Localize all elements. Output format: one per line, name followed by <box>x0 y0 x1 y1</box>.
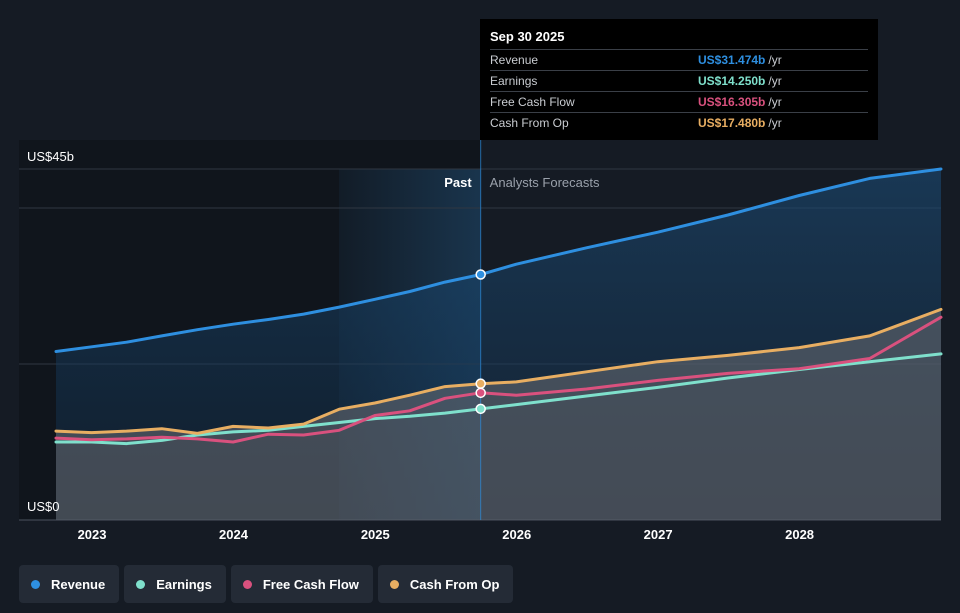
tooltip-row-earnings: Earnings US$14.250b /yr <box>490 70 868 91</box>
tooltip-value: US$31.474b <box>698 53 766 67</box>
cash-from-op-line <box>54 307 943 435</box>
legend-label: Free Cash Flow <box>262 576 359 592</box>
earnings-dot-icon <box>136 579 146 589</box>
free-cash-flow-marker <box>475 387 486 399</box>
revenue-marker <box>475 269 486 280</box>
tooltip-value: US$17.480b <box>698 116 766 130</box>
x-tick-label: 2025 <box>361 527 390 542</box>
legend-item-revenue[interactable]: Revenue <box>19 565 120 603</box>
earnings-area <box>56 309 941 520</box>
chart-legend: Revenue Earnings Free Cash Flow Cash Fro… <box>19 565 514 603</box>
tooltip-label: Revenue <box>490 53 539 67</box>
tooltip-row-revenue: Revenue US$31.474b /yr <box>490 49 868 70</box>
legend-item-cash-from-op[interactable]: Cash From Op <box>377 565 514 603</box>
x-tick-label: 2026 <box>502 527 531 542</box>
earnings-line <box>54 352 943 446</box>
x-tick-label: 2023 <box>78 527 107 542</box>
tooltip-row-cash-from-op: Cash From Op US$17.480b /yr <box>490 112 868 133</box>
x-tick-label: 2027 <box>644 527 673 542</box>
tooltip-row-free-cash-flow: Free Cash Flow US$16.305b /yr <box>490 91 868 112</box>
tooltip-unit: /yr <box>768 95 782 109</box>
cash-from-op-marker <box>475 378 486 389</box>
tooltip-label: Earnings <box>490 74 538 88</box>
tooltip-unit: /yr <box>768 116 782 130</box>
tooltip-value: US$16.305b <box>698 95 766 109</box>
revenue-earnings-chart: US$45b US$0 2023 2024 2025 2026 2027 2028 Past An… <box>19 140 943 542</box>
revenue-line <box>54 167 943 353</box>
tooltip-unit: /yr <box>768 74 782 88</box>
earnings-marker <box>475 403 486 415</box>
past-label: Past <box>444 175 472 190</box>
x-tick-label: 2028 <box>785 527 814 542</box>
tooltip-label: Cash From Op <box>490 116 569 130</box>
legend-item-free-cash-flow[interactable]: Free Cash Flow <box>230 565 373 603</box>
hover-tooltip: Sep 30 2025 Revenue US$31.474b /yr Earni… <box>480 19 878 140</box>
legend-label: Cash From Op <box>409 576 500 592</box>
x-tick-label: 2024 <box>219 527 249 542</box>
legend-label: Earnings <box>156 576 212 592</box>
analysts-forecasts-label: Analysts Forecasts <box>490 175 600 190</box>
y-tick-label: US$45b <box>27 149 74 164</box>
free-cash-flow-line <box>54 315 943 444</box>
y-tick-label: US$0 <box>27 499 60 514</box>
revenue-dot-icon <box>31 579 40 589</box>
tooltip-date: Sep 30 2025 <box>490 29 565 44</box>
tooltip-unit: /yr <box>768 53 782 67</box>
cash-from-op-dot-icon <box>389 579 399 589</box>
legend-label: Revenue <box>51 576 106 592</box>
tooltip-value: US$14.250b <box>698 74 766 88</box>
free-cash-flow-dot-icon <box>242 579 252 589</box>
legend-item-earnings[interactable]: Earnings <box>124 565 226 603</box>
tooltip-label: Free Cash Flow <box>490 95 575 109</box>
